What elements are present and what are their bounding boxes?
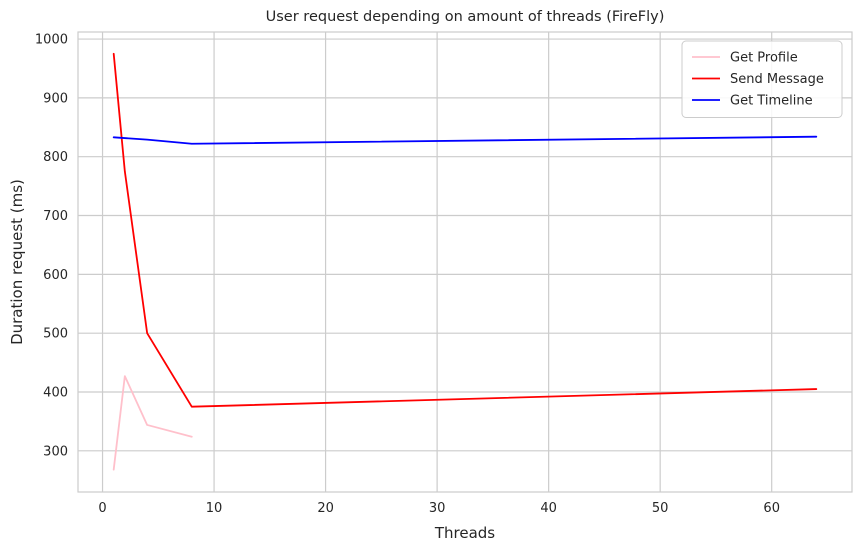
series-line-send-message bbox=[112, 52, 818, 408]
legend-label-get-timeline: Get Timeline bbox=[730, 94, 813, 109]
legend: Get Profile Send Message Get Timeline bbox=[681, 40, 843, 118]
legend-label-send-message: Send Message bbox=[730, 72, 824, 87]
plot-area-frame bbox=[77, 31, 853, 493]
x-tick-label: 60 bbox=[763, 501, 780, 516]
series-line-get-profile bbox=[112, 375, 193, 471]
series-line-get-timeline bbox=[112, 135, 818, 145]
series-lines bbox=[112, 52, 818, 471]
x-tick-label: 50 bbox=[652, 501, 669, 516]
y-tick-label: 500 bbox=[43, 327, 68, 342]
y-tick-label: 400 bbox=[43, 386, 68, 401]
y-tick-label: 600 bbox=[43, 268, 68, 283]
y-tick-label: 800 bbox=[43, 150, 68, 165]
y-axis-label: Duration request (ms) bbox=[8, 179, 26, 345]
x-tick-label: 40 bbox=[540, 501, 557, 516]
x-tick-label: 0 bbox=[98, 501, 106, 516]
y-tick-label: 700 bbox=[43, 209, 68, 224]
chart-title: User request depending on amount of thre… bbox=[266, 9, 665, 25]
legend-box bbox=[681, 40, 843, 118]
x-axis-ticks: 0 10 20 30 40 50 60 bbox=[98, 501, 780, 516]
y-tick-label: 1000 bbox=[35, 33, 68, 48]
x-axis-label: Threads bbox=[434, 524, 495, 542]
legend-label-get-profile: Get Profile bbox=[730, 51, 798, 66]
x-tick-label: 30 bbox=[429, 501, 446, 516]
y-tick-label: 900 bbox=[43, 91, 68, 106]
y-tick-label: 300 bbox=[43, 444, 68, 459]
x-tick-label: 10 bbox=[206, 501, 223, 516]
x-tick-label: 20 bbox=[317, 501, 334, 516]
y-axis-ticks: 300 400 500 600 700 800 900 1000 bbox=[35, 33, 68, 460]
